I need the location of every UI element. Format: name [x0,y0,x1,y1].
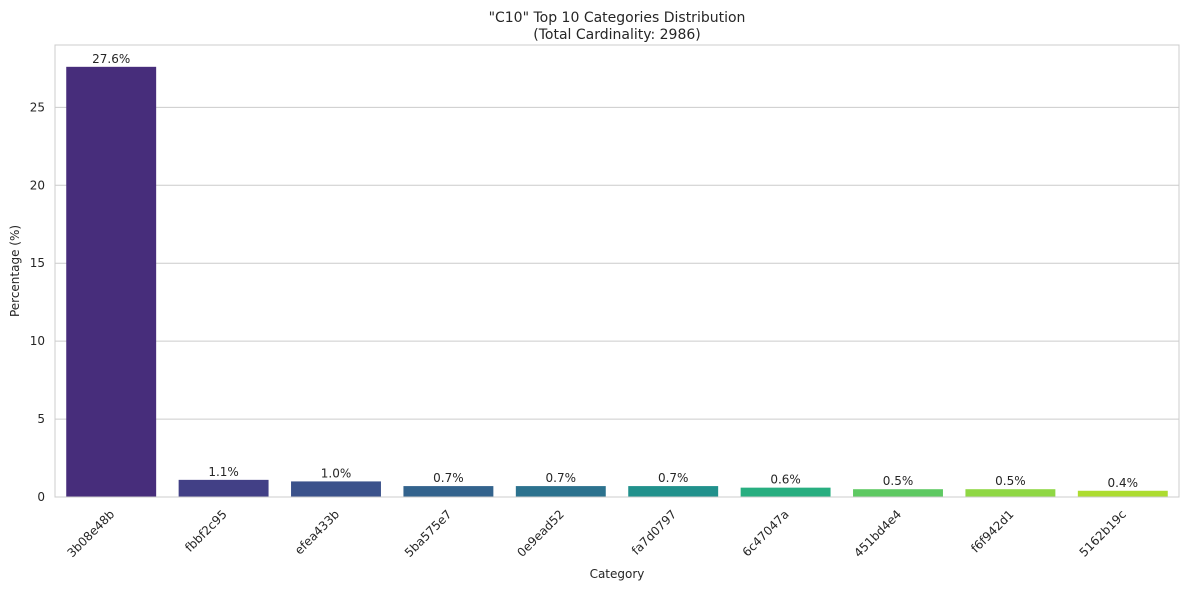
bar-value-label: 27.6% [92,52,130,66]
x-tick-label: 6c47047a [740,507,792,559]
x-tick-label: 0e9ead52 [514,507,567,560]
bar [178,479,269,497]
y-tick-label: 10 [30,334,45,348]
x-tick-label: 451bd4e4 [851,507,904,560]
y-tick-label: 5 [37,412,45,426]
bar [515,486,606,497]
x-axis-label: Category [590,567,645,581]
x-tick-label: f6f942d1 [968,507,1016,555]
y-tick-label: 20 [30,178,45,192]
chart-title: "C10" Top 10 Categories Distribution [489,10,746,26]
y-tick-label: 0 [37,490,45,504]
bar [291,481,381,497]
bar [628,486,719,497]
y-axis-label: Percentage (%) [8,225,22,317]
bar [66,66,157,498]
bar-value-label: 1.1% [208,465,239,479]
x-tick-label: 5162b19c [1077,507,1129,559]
bar [1077,490,1168,497]
bar-value-label: 0.7% [658,471,689,485]
bar-value-label: 0.5% [883,474,914,488]
bar [403,486,494,497]
x-tick-labels: 3b08e48b fbbf2c95 efea433b 5ba575e7 0e9ead52… [64,507,1128,560]
bar-value-label: 0.7% [546,471,577,485]
x-tick-label: fa7d0797 [629,507,679,557]
x-tick-label: efea433b [292,507,342,557]
y-tick-labels: 0 5 10 15 20 25 [30,100,45,504]
x-tick-label: fbbf2c95 [182,507,230,555]
bars [66,66,1168,498]
bar-value-label: 1.0% [321,466,352,480]
y-tick-label: 25 [30,100,45,114]
bar-value-label: 0.5% [995,474,1026,488]
bar [853,489,943,497]
bar-value-label: 0.4% [1108,476,1139,490]
plot-frame [54,44,1180,498]
bar [740,487,831,497]
bar [965,489,1056,497]
bar-value-label: 0.7% [433,471,464,485]
x-tick-label: 5ba575e7 [402,507,455,560]
y-gridlines [55,106,1179,498]
bar-value-label: 0.6% [770,473,801,487]
y-tick-label: 15 [30,256,45,270]
x-tick-label: 3b08e48b [64,507,117,560]
chart-subtitle: (Total Cardinality: 2986) [533,27,701,43]
bar-value-labels: 27.6% 1.1% 1.0% 0.7% 0.7% 0.7% 0.6% 0.5% 0.5% 0.4… [92,52,1138,490]
